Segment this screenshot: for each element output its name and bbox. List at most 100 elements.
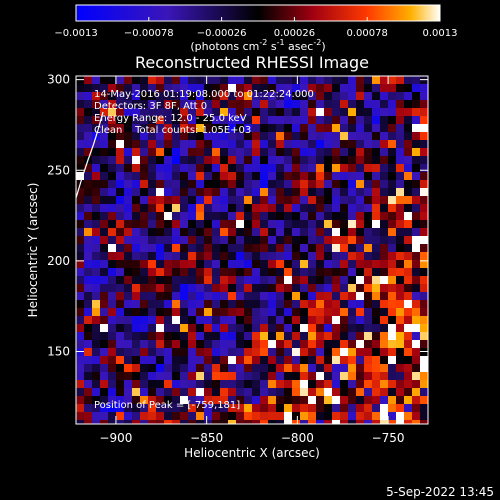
- heatmap-cell: [132, 140, 140, 148]
- heatmap-cell: [100, 164, 108, 172]
- heatmap-cell: [92, 108, 100, 116]
- heatmap-cell: [180, 148, 188, 156]
- heatmap-cell: [124, 356, 132, 364]
- heatmap-cell: [92, 260, 100, 268]
- heatmap-cell: [116, 356, 124, 364]
- heatmap-cell: [124, 156, 132, 164]
- heatmap-cell: [380, 404, 388, 412]
- heatmap-cell: [348, 252, 356, 260]
- heatmap-cell: [100, 364, 108, 372]
- heatmap-cell: [268, 292, 276, 300]
- heatmap-cell: [236, 84, 244, 92]
- heatmap-cell: [220, 100, 228, 108]
- heatmap-cell: [236, 404, 244, 412]
- heatmap-cell: [268, 308, 276, 316]
- heatmap-cell: [116, 116, 124, 124]
- heatmap-cell: [396, 84, 404, 92]
- heatmap-cell: [252, 412, 260, 420]
- heatmap-cell: [300, 420, 308, 424]
- heatmap-cell: [132, 404, 140, 412]
- heatmap-cell: [244, 316, 252, 324]
- heatmap-cell: [228, 332, 236, 340]
- heatmap-cell: [412, 212, 420, 220]
- heatmap-cell: [372, 356, 380, 364]
- heatmap-cell: [148, 340, 156, 348]
- heatmap-cell: [260, 276, 268, 284]
- heatmap-cell: [324, 148, 332, 156]
- heatmap-cell: [140, 276, 148, 284]
- heatmap-cell: [196, 340, 204, 348]
- heatmap-cell: [188, 324, 196, 332]
- heatmap-cell: [388, 396, 396, 404]
- heatmap-cell: [92, 404, 100, 412]
- heatmap-cell: [300, 124, 308, 132]
- heatmap-cell: [292, 292, 300, 300]
- heatmap-cell: [244, 276, 252, 284]
- heatmap-cell: [356, 276, 364, 284]
- heatmap-cell: [380, 316, 388, 324]
- heatmap-cell: [388, 292, 396, 300]
- heatmap-cell: [140, 148, 148, 156]
- heatmap-cell: [164, 116, 172, 124]
- heatmap-cell: [300, 372, 308, 380]
- heatmap-cell: [404, 196, 412, 204]
- heatmap-cell: [92, 180, 100, 188]
- heatmap-cell: [140, 316, 148, 324]
- heatmap-cell: [172, 228, 180, 236]
- heatmap-cell: [292, 132, 300, 140]
- heatmap-cell: [308, 372, 316, 380]
- chart-title: Reconstructed RHESSI Image: [135, 53, 369, 72]
- heatmap-cell: [252, 348, 260, 356]
- heatmap-cell: [196, 148, 204, 156]
- heatmap-cell: [172, 364, 180, 372]
- heatmap-cell: [308, 92, 316, 100]
- heatmap-cell: [76, 92, 84, 100]
- heatmap-cell: [188, 84, 196, 92]
- heatmap-cell: [332, 140, 340, 148]
- heatmap-cell: [196, 220, 204, 228]
- heatmap-cell: [220, 140, 228, 148]
- heatmap-cell: [156, 348, 164, 356]
- heatmap-cell: [252, 108, 260, 116]
- heatmap-cell: [84, 228, 92, 236]
- heatmap-cell: [356, 236, 364, 244]
- heatmap-cell: [92, 84, 100, 92]
- heatmap-cell: [372, 276, 380, 284]
- heatmap-cell: [292, 260, 300, 268]
- heatmap-cell: [244, 292, 252, 300]
- heatmap-cell: [148, 396, 156, 404]
- heatmap-cell: [332, 116, 340, 124]
- heatmap-cell: [180, 404, 188, 412]
- heatmap-cell: [268, 300, 276, 308]
- heatmap-cell: [396, 212, 404, 220]
- heatmap-cell: [388, 84, 396, 92]
- heatmap-cell: [260, 292, 268, 300]
- heatmap-cell: [92, 420, 100, 424]
- heatmap-cell: [332, 308, 340, 316]
- heatmap-cell: [356, 188, 364, 196]
- heatmap-cell: [100, 92, 108, 100]
- heatmap-cell: [212, 356, 220, 364]
- heatmap-cell: [268, 148, 276, 156]
- heatmap-cell: [156, 220, 164, 228]
- heatmap-cell: [140, 124, 148, 132]
- heatmap-cell: [412, 76, 420, 84]
- heatmap-cell: [84, 252, 92, 260]
- heatmap-cell: [156, 412, 164, 420]
- annotation-energy-range: Energy Range: 12.0 - 25.0 keV: [94, 113, 247, 124]
- heatmap-cell: [420, 300, 428, 308]
- heatmap-cell: [92, 292, 100, 300]
- heatmap-cell: [212, 340, 220, 348]
- heatmap-cell: [172, 372, 180, 380]
- heatmap-cell: [204, 292, 212, 300]
- heatmap-cell: [284, 252, 292, 260]
- heatmap-cell: [156, 252, 164, 260]
- heatmap-cell: [356, 324, 364, 332]
- heatmap-cell: [180, 308, 188, 316]
- heatmap-cell: [388, 124, 396, 132]
- heatmap-cell: [268, 164, 276, 172]
- heatmap-cell: [420, 252, 428, 260]
- heatmap-cell: [380, 276, 388, 284]
- heatmap-cell: [116, 348, 124, 356]
- heatmap-cell: [388, 156, 396, 164]
